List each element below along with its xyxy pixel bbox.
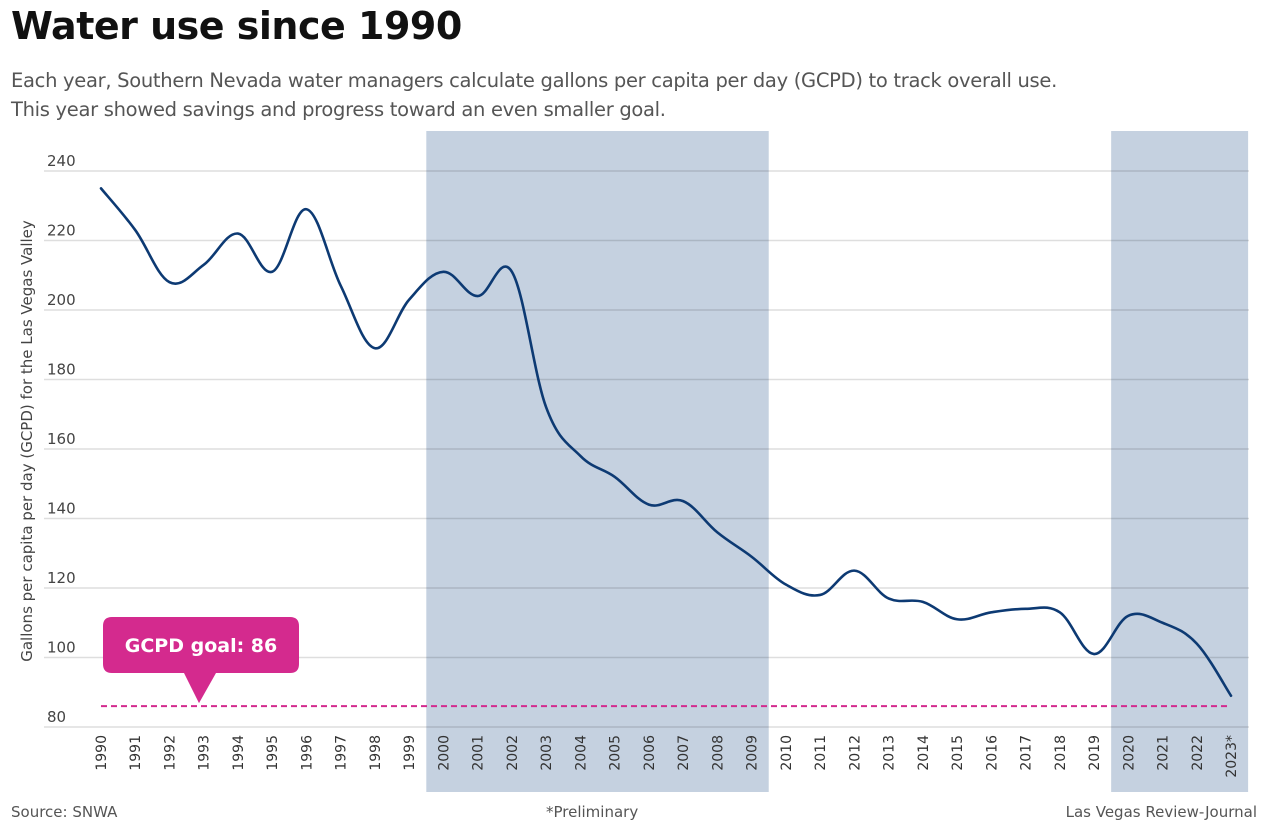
x-tick-label: 2022 (1190, 735, 1206, 771)
x-tick-label: 1991 (128, 735, 144, 771)
x-tick-label: 2002 (505, 735, 521, 771)
x-tick-label: 2007 (676, 735, 692, 771)
goal-callout-box (103, 617, 299, 704)
x-tick-label: 1993 (197, 735, 213, 771)
x-tick-label: 2003 (539, 735, 555, 771)
x-tick-label: 2019 (1087, 735, 1103, 771)
y-axis-label: Gallons per capita per day (GCPD) for th… (18, 220, 36, 662)
y-tick-label: 140 (47, 500, 76, 518)
y-tick-label: 220 (47, 222, 76, 240)
x-tick-label: 1997 (334, 735, 350, 771)
x-tick-label: 1995 (265, 735, 281, 771)
x-tick-label: 2006 (642, 735, 658, 771)
goal-callout-label: GCPD goal: 86 (125, 635, 278, 657)
shaded-period-1 (426, 131, 769, 792)
x-tick-label: 2014 (916, 735, 932, 771)
x-tick-label: 2013 (882, 735, 898, 771)
x-axis-ticks: 1990 1991 1992 1993 1994 1995 1996 1997 1998 1999… (94, 735, 1240, 778)
x-tick-label: 1994 (231, 735, 247, 771)
x-tick-label: 2015 (950, 735, 966, 771)
x-tick-label: 2020 (1121, 735, 1137, 771)
y-tick-label: 180 (47, 361, 76, 379)
source-note: Source: SNWA (11, 803, 118, 821)
subtitle-line-1: Each year, Southern Nevada water manager… (11, 69, 1057, 92)
y-tick-label: 240 (47, 152, 76, 170)
x-tick-label: 1992 (162, 735, 178, 771)
x-tick-label: 2011 (813, 735, 829, 771)
x-tick-label: 2023* (1224, 735, 1240, 778)
x-tick-label: 2005 (608, 735, 624, 771)
y-tick-label: 120 (47, 569, 76, 587)
chart-subtitle: Each year, Southern Nevada water manager… (11, 66, 1261, 124)
gridlines (44, 170, 1249, 728)
x-tick-label: 2010 (779, 735, 795, 771)
shaded-period-2 (1111, 131, 1249, 792)
x-tick-label: 2001 (471, 735, 487, 771)
series-line-gcpd (99, 187, 1233, 698)
x-tick-label: 2012 (847, 735, 863, 771)
x-tick-label: 2021 (1156, 735, 1172, 771)
x-tick-label: 2009 (745, 735, 761, 771)
y-tick-label: 200 (47, 291, 76, 309)
publisher-credit: Las Vegas Review-Journal (1065, 803, 1257, 821)
y-tick-label: 160 (47, 430, 76, 448)
x-tick-label: 2000 (436, 735, 452, 771)
y-tick-label: 100 (47, 639, 76, 657)
subtitle-line-2: This year showed savings and progress to… (11, 98, 666, 121)
x-tick-label: 2004 (573, 735, 589, 771)
shaded-periods (426, 131, 1249, 792)
x-tick-label: 1990 (94, 735, 110, 771)
chart-title: Water use since 1990 (11, 4, 462, 48)
goal-callout: GCPD goal: 86 (103, 617, 299, 704)
x-tick-label: 2018 (1053, 735, 1069, 771)
x-tick-label: 1998 (368, 735, 384, 771)
x-tick-label: 1999 (402, 735, 418, 771)
x-tick-label: 2008 (710, 735, 726, 771)
x-tick-label: 2016 (984, 735, 1000, 771)
y-tick-label: 80 (47, 708, 66, 726)
x-tick-label: 2017 (1019, 735, 1035, 771)
preliminary-note: *Preliminary (546, 803, 639, 821)
y-axis-ticks: 80 100 120 140 160 180 200 220 240 (47, 152, 76, 726)
x-tick-label: 1996 (299, 735, 315, 771)
